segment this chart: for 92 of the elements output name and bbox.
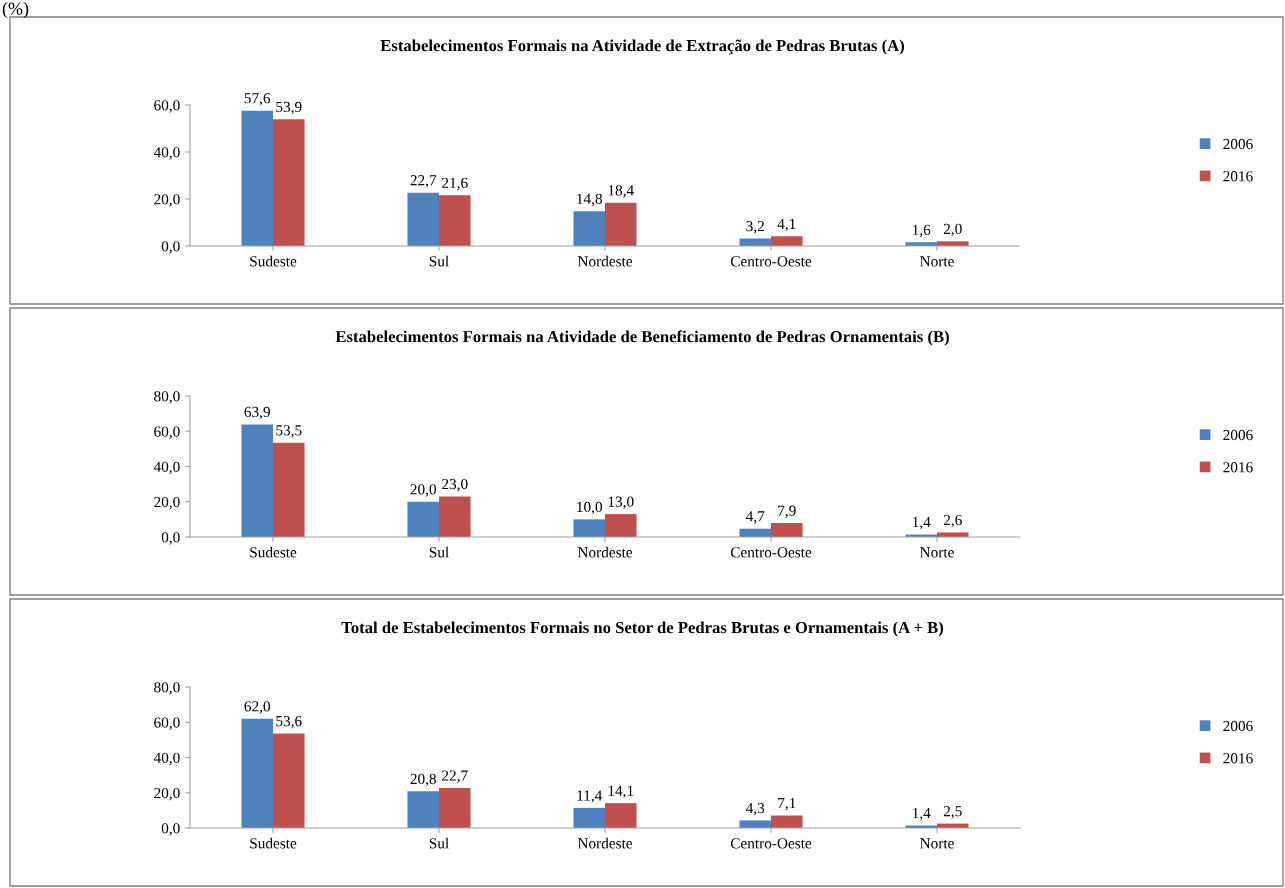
- y-tick-label: 40,0: [153, 752, 180, 766]
- legend-label: 2016: [1223, 753, 1253, 764]
- data-label: 10,0: [577, 501, 603, 515]
- bar: [771, 523, 803, 537]
- x-tick-label: Nordeste: [577, 255, 633, 267]
- y-tick-label: 80,0: [154, 391, 180, 404]
- bar: [407, 791, 439, 828]
- bar: [273, 733, 305, 828]
- bar: [439, 787, 471, 828]
- data-label: 22,7: [410, 175, 437, 188]
- data-label: 57,6: [244, 93, 271, 106]
- bar: [407, 192, 439, 246]
- bar: [573, 211, 605, 246]
- data-label: 2,5: [943, 806, 962, 819]
- x-tick-label: Sul: [429, 255, 449, 267]
- x-tick-label: Centro-Oeste: [730, 256, 812, 267]
- bar: [573, 807, 605, 828]
- bar: [273, 119, 305, 246]
- bar: [605, 803, 637, 828]
- data-label: 22,7: [442, 770, 468, 783]
- legend-label: 2016: [1223, 462, 1253, 473]
- y-tick-label: 40,0: [153, 461, 180, 475]
- y-tick-label: 0,0: [161, 241, 180, 254]
- data-label: 1,4: [913, 808, 931, 821]
- legend-label: 2006: [1223, 429, 1253, 441]
- data-label: 4,7: [745, 511, 765, 524]
- data-label: 20,8: [410, 773, 437, 787]
- y-tick-label: 40,0: [153, 147, 180, 160]
- x-tick-label: Nordeste: [577, 546, 633, 558]
- legend-label: 2016: [1223, 171, 1253, 182]
- x-tick-label: Sudeste: [250, 546, 297, 558]
- data-label: 23,0: [442, 478, 468, 492]
- data-label: 1,4: [913, 517, 931, 530]
- x-tick-label: Centro-Oeste: [730, 838, 812, 849]
- x-tick-label: Sudeste: [250, 255, 297, 267]
- data-label: 53,5: [276, 425, 302, 438]
- data-label: 20,0: [410, 484, 437, 497]
- y-tick-label: 0,0: [161, 823, 180, 836]
- data-label: 4,3: [745, 802, 765, 816]
- x-tick-label: Norte: [920, 838, 954, 849]
- bar: [273, 442, 305, 537]
- data-label: 62,0: [244, 701, 271, 714]
- bar: [407, 501, 439, 537]
- data-label: 4,1: [777, 218, 796, 232]
- bar: [241, 718, 273, 828]
- bar: [439, 195, 471, 246]
- chart-title: Estabelecimentos Formais na Atividade de Extração de Pedras Brutas (A): [380, 39, 905, 55]
- bar: [739, 820, 771, 828]
- bar: [439, 496, 471, 537]
- y-tick-label: 60,0: [154, 100, 180, 113]
- x-tick-label: Norte: [920, 547, 954, 558]
- y-tick-label: 60,0: [154, 717, 180, 730]
- y-tick-label: 80,0: [154, 682, 180, 695]
- x-tick-label: Sul: [429, 546, 449, 558]
- bar: [771, 815, 803, 828]
- legend-label: 2006: [1223, 138, 1253, 150]
- y-tick-label: 0,0: [161, 532, 180, 545]
- bar: [739, 238, 771, 246]
- data-label: 3,2: [746, 220, 764, 234]
- data-label: 13,0: [608, 496, 634, 510]
- data-label: 11,4: [577, 790, 603, 803]
- data-label: 63,9: [244, 406, 270, 420]
- data-label: 7,9: [778, 505, 796, 518]
- legend-label: 2006: [1223, 720, 1253, 732]
- y-tick-label: 20,0: [154, 787, 180, 801]
- data-label: 21,6: [442, 177, 468, 191]
- bar: [771, 236, 803, 246]
- bar: [605, 514, 637, 537]
- bar: [605, 202, 637, 246]
- data-label: 53,6: [276, 715, 302, 729]
- x-tick-label: Centro-Oeste: [730, 547, 812, 558]
- text: (%): [2, 2, 29, 19]
- data-label: 14,8: [577, 193, 603, 207]
- data-label: 53,9: [276, 101, 302, 115]
- chart-title: Total de Estabelecimentos Formais no Setor de Pedras Brutas e Ornamentais (A + B): [341, 621, 944, 637]
- data-label: 14,1: [608, 785, 634, 799]
- y-tick-label: 20,0: [154, 496, 180, 510]
- y-tick-label: 20,0: [154, 194, 180, 207]
- chart-title: Estabelecimentos Formais na Atividade de Beneficiamento de Pedras Ornamentais (B): [335, 330, 949, 346]
- bar: [573, 519, 605, 537]
- data-label: 2,6: [943, 514, 962, 528]
- x-tick-label: Norte: [920, 256, 954, 267]
- y-tick-label: 60,0: [154, 426, 180, 439]
- x-tick-label: Sudeste: [250, 837, 297, 849]
- data-label: 2,0: [943, 223, 962, 237]
- data-label: 7,1: [778, 797, 796, 811]
- bar: [241, 110, 273, 246]
- data-label: 1,6: [913, 224, 931, 238]
- bar: [241, 424, 273, 537]
- x-tick-label: Sul: [429, 837, 449, 849]
- x-tick-label: Nordeste: [577, 837, 633, 849]
- data-label: 18,4: [608, 185, 634, 198]
